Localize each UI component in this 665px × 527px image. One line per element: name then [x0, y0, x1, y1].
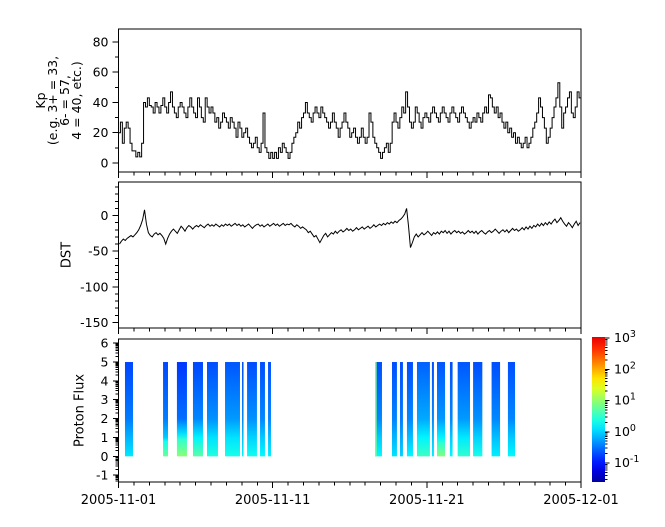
proton-flux-bar [437, 362, 446, 457]
date-label: 2005-11-01 [81, 493, 157, 508]
data-series [118, 82, 581, 248]
proton-y-tick-label: 3 [101, 392, 109, 407]
proton-flux-bar [457, 362, 470, 457]
proton-y-tick-label: -1 [96, 468, 108, 483]
axis-ticks: 0 20 40 60 80 0 -50 -100 -150 6 5 4 3 2 1 0 -1 [80, 35, 582, 488]
proton-flux-bar [406, 362, 413, 457]
proton-axis-label: Proton Flux [73, 374, 88, 447]
proton-flux-bar [124, 362, 133, 457]
proton-flux-bar [176, 362, 187, 457]
proton-flux-bar [507, 362, 516, 457]
kp-axis-label-line: (e.g. 3+ = 33, [45, 56, 60, 145]
proton-y-tick-label: 2 [101, 411, 109, 426]
colorbar: 103 102 101 100 10-1 [592, 329, 639, 482]
colorbar-tick-label: 10-1 [614, 454, 639, 470]
proton-flux-bar [431, 362, 434, 457]
proton-flux-bar [163, 362, 168, 457]
proton-y-tick-label: 4 [101, 373, 109, 388]
colorbar-tick-label: 102 [614, 360, 636, 376]
kp-axis-label: Kp(e.g. 3+ = 33,6- = 57,4 = 40, etc.) [33, 56, 84, 145]
proton-y-tick-label: 1 [101, 430, 109, 445]
kp-y-tick-label: 20 [93, 125, 109, 140]
proton-flux-bar [206, 362, 218, 457]
kp-y-tick-label: 60 [93, 65, 109, 80]
colorbar-tick-label: 101 [614, 392, 636, 408]
dst-axis-label: DST [60, 242, 75, 268]
kp-axis-label-line: 6- = 57, [57, 75, 72, 126]
proton-y-tick-label: 6 [101, 336, 109, 351]
proton-flux-bar [375, 362, 382, 457]
kp-axis-label-line: Kp [33, 92, 48, 108]
kp-series-line [118, 82, 581, 159]
colorbar-tick-label: 103 [614, 329, 636, 345]
x-axis-date-labels: 2005-11-01 2005-11-11 2005-11-21 2005-12-01 [81, 493, 619, 508]
proton-flux-bar [192, 362, 203, 457]
proton-y-tick-label: 5 [101, 355, 109, 370]
proton-flux-bar [473, 362, 483, 457]
colorbar-tick-label: 100 [614, 423, 636, 439]
proton-flux-bar [416, 362, 430, 457]
proton-flux-bar [225, 362, 240, 457]
proton-flux-bar [268, 362, 271, 457]
dst-y-tick-label: -100 [80, 279, 108, 294]
dst-y-tick-label: -50 [88, 244, 108, 259]
proton-flux-bar [241, 362, 244, 457]
proton-y-tick-label: 0 [101, 449, 109, 464]
dst-series-line [119, 208, 581, 248]
date-label: 2005-12-01 [543, 493, 619, 508]
colorbar-gradient [592, 337, 605, 482]
dst-y-tick-label: -150 [80, 315, 108, 330]
date-label: 2005-11-21 [389, 493, 465, 508]
proton-flux-bar-edge [375, 362, 377, 457]
date-label: 2005-11-11 [235, 493, 311, 508]
kp-axis-label-line: 4 = 40, etc.) [69, 61, 84, 140]
proton-flux-bar [491, 362, 501, 457]
kp-y-tick-label: 40 [93, 95, 109, 110]
proton-flux-bar [391, 362, 397, 457]
proton-flux-bar [449, 362, 453, 457]
kp-y-tick-label: 80 [93, 35, 109, 50]
kp-y-tick-label: 0 [101, 155, 109, 170]
proton-flux-bar [247, 362, 257, 457]
proton-flux-bar [260, 362, 265, 457]
proton-flux-bars [124, 362, 516, 457]
proton-flux-bar [400, 362, 403, 457]
dst-y-tick-label: 0 [101, 208, 109, 223]
